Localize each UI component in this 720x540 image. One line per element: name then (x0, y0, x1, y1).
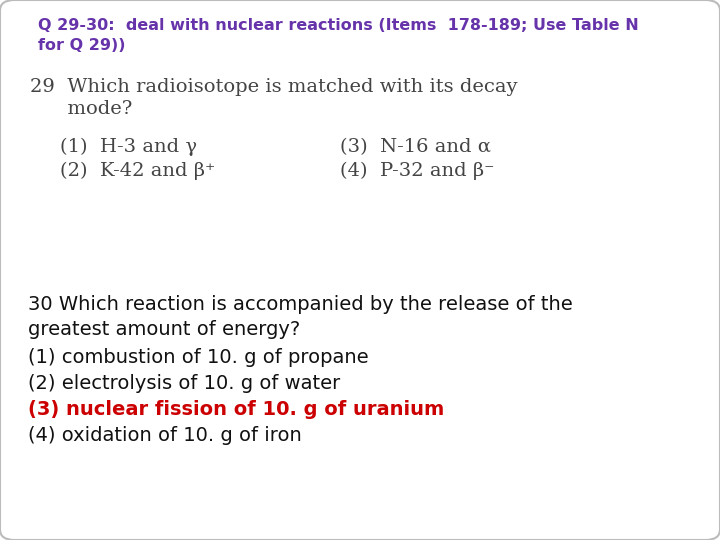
Text: for Q 29)): for Q 29)) (38, 38, 125, 53)
Text: (4)  P-32 and β⁻: (4) P-32 and β⁻ (340, 162, 495, 180)
Text: greatest amount of energy?: greatest amount of energy? (28, 320, 300, 339)
Text: (2)  K-42 and β⁺: (2) K-42 and β⁺ (60, 162, 215, 180)
Text: (4) oxidation of 10. g of iron: (4) oxidation of 10. g of iron (28, 426, 302, 445)
Text: (3) nuclear fission of 10. g of uranium: (3) nuclear fission of 10. g of uranium (28, 400, 444, 419)
Text: (2) electrolysis of 10. g of water: (2) electrolysis of 10. g of water (28, 374, 341, 393)
Text: (1) combustion of 10. g of propane: (1) combustion of 10. g of propane (28, 348, 369, 367)
Text: (3)  N-16 and α: (3) N-16 and α (340, 138, 491, 156)
Text: 29  Which radioisotope is matched with its decay: 29 Which radioisotope is matched with it… (30, 78, 518, 96)
Text: mode?: mode? (30, 100, 132, 118)
Text: 30 Which reaction is accompanied by the release of the: 30 Which reaction is accompanied by the … (28, 295, 572, 314)
Text: (1)  H-3 and γ: (1) H-3 and γ (60, 138, 197, 156)
Text: Q 29-30:  deal with nuclear reactions (Items  178-189; Use Table N: Q 29-30: deal with nuclear reactions (It… (38, 18, 639, 33)
